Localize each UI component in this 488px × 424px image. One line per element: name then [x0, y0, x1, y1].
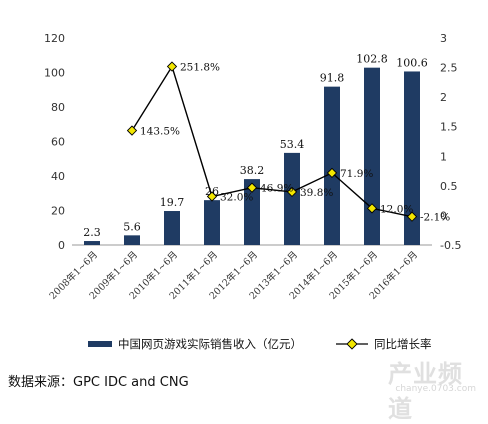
bar	[124, 235, 140, 245]
growth-line	[131, 64, 413, 218]
growth-value-label: 251.8%	[180, 62, 220, 74]
y-left-tick-label: 100	[44, 67, 65, 80]
legend-bar: 中国网页游戏实际销售收入（亿元）	[88, 334, 302, 354]
growth-marker	[366, 203, 378, 214]
bar-value-label: 53.4	[280, 138, 305, 151]
y-left-tick-label: 120	[44, 32, 65, 45]
y-left-tick-label: 80	[51, 101, 65, 114]
bar-value-label: 100.6	[396, 56, 428, 69]
watermark-logo: 产业频道 chanye.0703.com	[388, 352, 484, 423]
watermark-sub: chanye.0703.com	[395, 384, 476, 394]
y-left-tick-label: 0	[58, 239, 65, 252]
bar	[324, 86, 340, 246]
growth-line-series	[126, 61, 418, 222]
bar	[284, 152, 300, 245]
y-right-tick-label: 3	[440, 32, 447, 45]
legend-line-swatch	[336, 338, 368, 350]
y-left-tick-label: 20	[51, 205, 65, 218]
growth-marker	[406, 211, 418, 222]
growth-value-label: 143.5%	[140, 126, 180, 138]
bar-value-label: 38.2	[240, 164, 265, 177]
y-right-tick-label: 0	[440, 209, 447, 222]
growth-marker	[206, 191, 218, 202]
bar-series	[84, 67, 420, 246]
y-right-tick-label: 2	[440, 91, 447, 104]
y-right-tick-label: 2.5	[440, 62, 458, 75]
bar-value-label: 102.8	[356, 53, 388, 66]
legend-bar-swatch	[88, 341, 112, 347]
bar	[164, 211, 180, 245]
bar-value-label: 2.3	[83, 226, 101, 239]
growth-value-label: 12.0%	[380, 203, 413, 215]
growth-value-label: -2.1%	[420, 212, 450, 224]
growth-marker	[286, 186, 298, 198]
bar	[364, 67, 380, 245]
growth-marker	[326, 167, 338, 179]
bar-value-label: 91.8	[320, 72, 345, 85]
growth-labels: 143.5% 251.8% 32.0% 46.9% 39.8% 71.9% 12.0% -2.…	[140, 62, 450, 224]
bar-value-label: 5.6	[123, 220, 141, 233]
y-right-tick-label: 1.5	[440, 121, 458, 134]
legend-line: 同比增长率	[334, 334, 432, 354]
bar-value-label: 19.7	[160, 196, 185, 209]
legend-bar-label: 中国网页游戏实际销售收入（亿元）	[118, 337, 302, 351]
bar	[404, 71, 420, 245]
axes: 0 20 40 60 80 100 120 -0.5 0 0.5 1 1.5 2 2.5 3	[44, 32, 461, 252]
y-left-tick-label: 60	[51, 136, 65, 149]
growth-marker	[126, 125, 138, 136]
growth-value-label: 32.0%	[220, 192, 253, 204]
growth-marker	[246, 182, 258, 193]
bar	[204, 200, 220, 245]
bar	[244, 179, 260, 245]
legend-line-label: 同比增长率	[374, 337, 432, 351]
growth-value-label: 71.9%	[340, 168, 373, 180]
bar	[84, 241, 100, 245]
y-right-tick-label: -0.5	[440, 239, 461, 252]
source-note: 数据来源：GPC IDC and CNG	[8, 375, 189, 390]
y-right-tick-label: 1	[440, 150, 447, 163]
growth-value-label: 46.9%	[260, 183, 293, 195]
growth-marker	[166, 61, 178, 72]
y-right-tick-label: 0.5	[440, 180, 458, 193]
growth-value-label: 39.8%	[300, 187, 333, 199]
y-left-tick-label: 40	[51, 170, 65, 183]
x-axis-labels: 2008年1~6月2009年1~6月2010年1~6月2011年1~6月2012…	[47, 249, 420, 302]
